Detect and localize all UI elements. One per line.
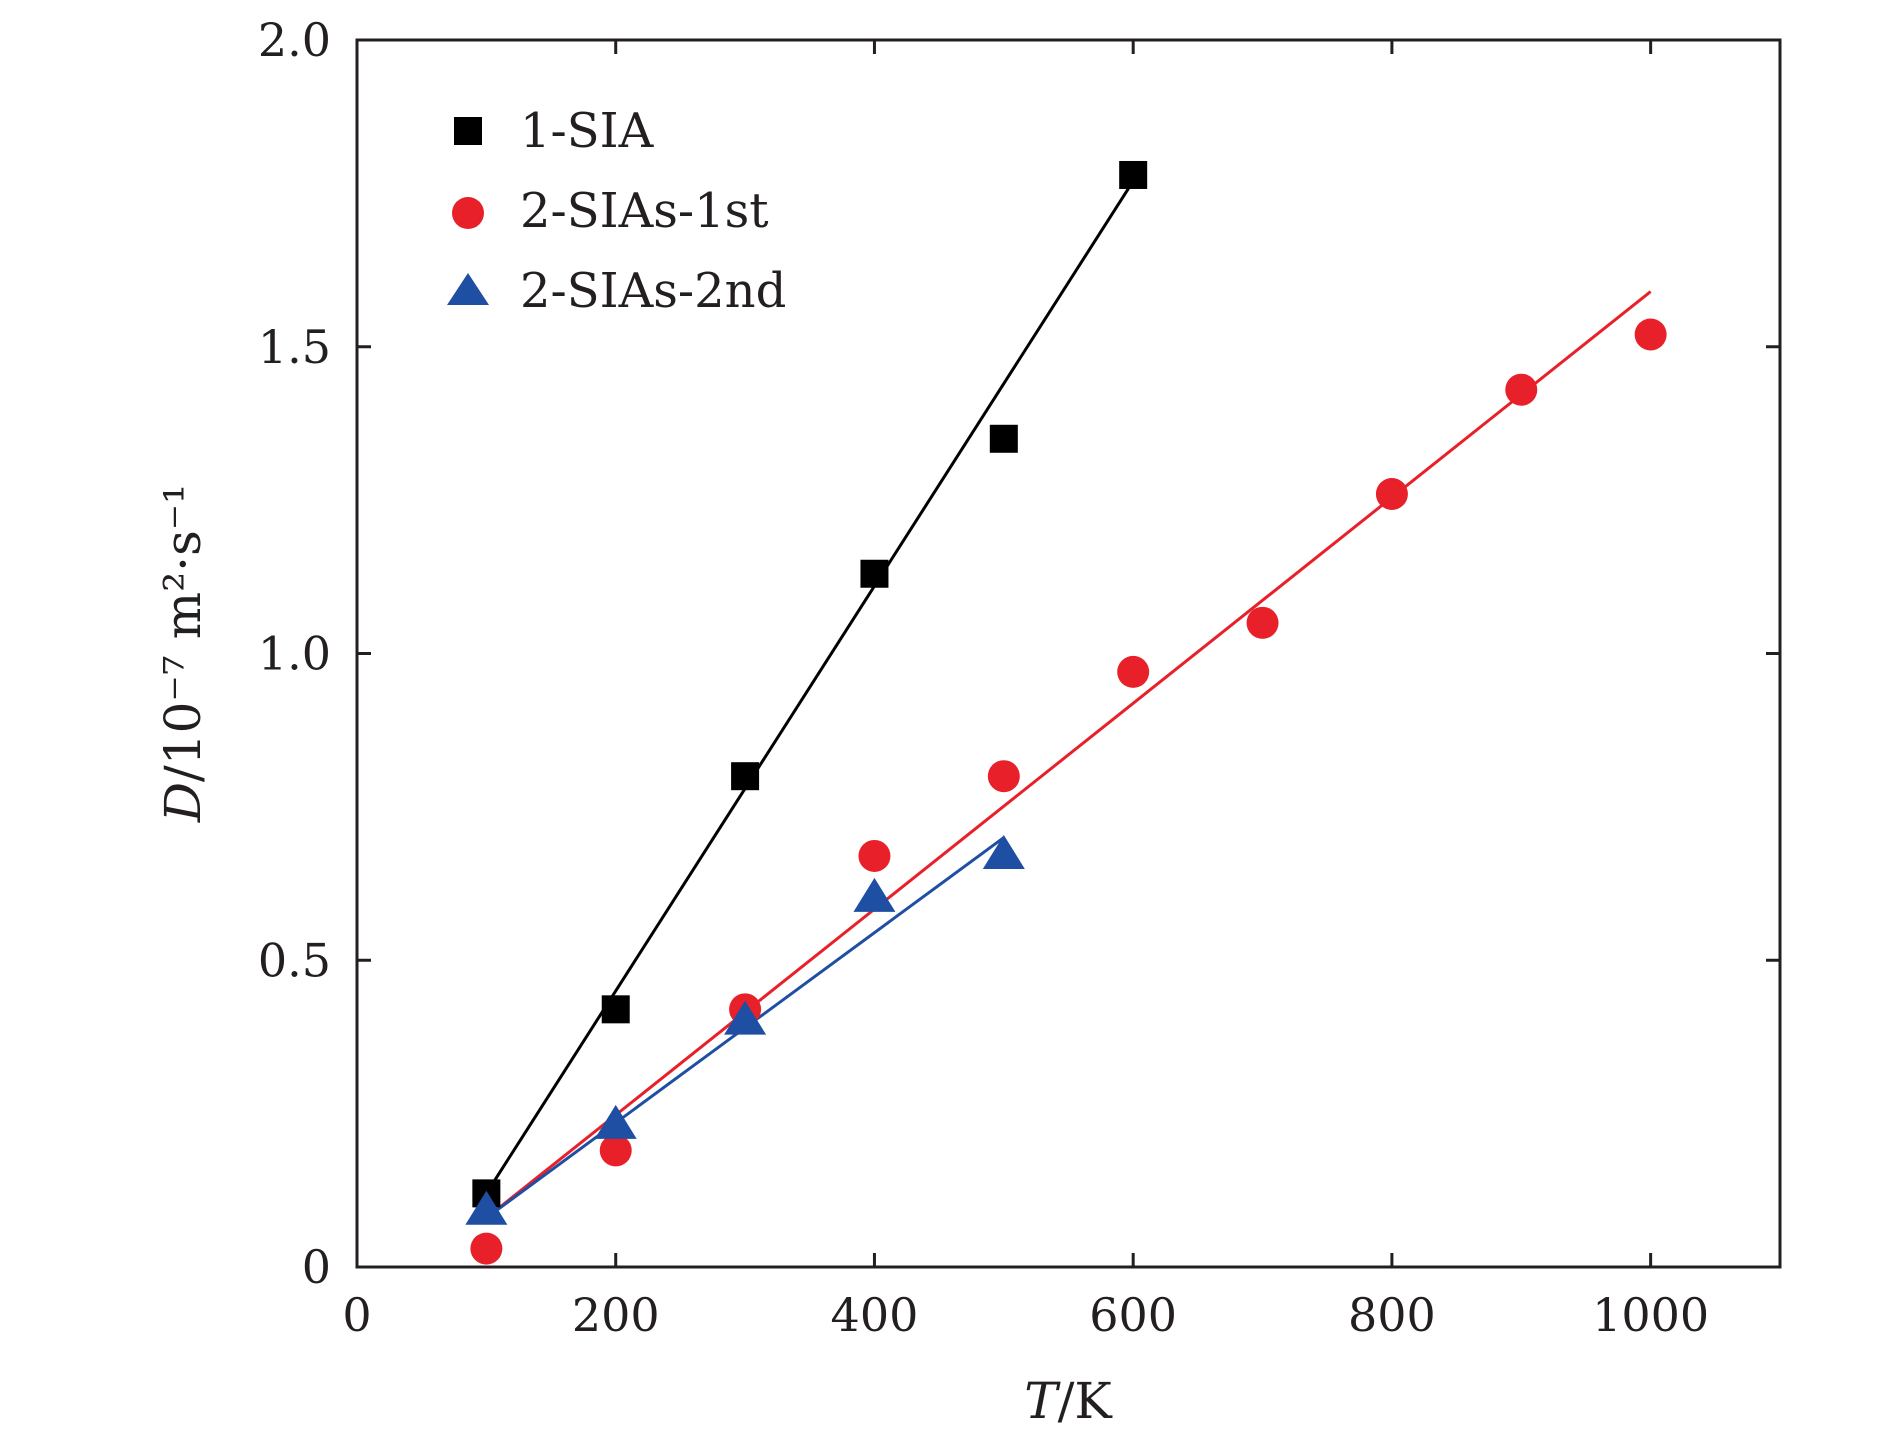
data-markers [465,160,1667,1265]
point-2-sias-1st-400 [858,839,891,872]
y-tick-label-0-5: 0.5 [258,933,331,987]
y-axis-label-unit: /10⁻⁷ m²·s⁻¹ [154,484,212,782]
fit-line-2-sias-1st [485,290,1652,1220]
point-1-sia-500 [989,424,1018,453]
point-2-sias-1st-500 [987,760,1020,793]
x-tick-label-800: 800 [1348,1288,1436,1342]
legend-label-2-sias-2nd: 2-SIAs-2nd [520,263,786,319]
point-2-sias-1st-700 [1246,606,1279,639]
y-axis-label: D/10⁻⁷ m²·s⁻¹ [154,484,212,823]
fit-line-1-sia [485,180,1135,1195]
x-tick-label-600: 600 [1089,1288,1177,1342]
y-tick-label-2: 2.0 [258,13,331,67]
point-2-sias-1st-1000 [1634,318,1667,351]
x-axis-label: T/K [1024,1372,1113,1430]
y-tick-label-1-5: 1.5 [258,320,331,374]
x-axis-label-unit: /K [1058,1372,1114,1430]
axis-ticks: 0 200 400 600 800 1000 0 0.5 1.0 1.5 2.0 [258,13,1780,1342]
point-2-sias-2nd-500 [982,834,1025,869]
point-2-sias-2nd-200 [594,1104,637,1139]
y-tick-label-1: 1.0 [258,627,331,681]
legend-label-1-sia: 1-SIA [520,103,655,159]
point-2-sias-2nd-100 [465,1190,508,1225]
fit-lines [485,180,1652,1220]
point-1-sia-200 [601,995,630,1024]
point-1-sia-300 [731,762,760,791]
x-tick-label-0: 0 [342,1288,371,1342]
legend-marker-1-sia [454,117,482,145]
point-2-sias-1st-100 [470,1232,503,1265]
point-2-sias-1st-800 [1375,477,1408,510]
legend-marker-2-sias-1st [452,197,484,229]
point-1-sia-600 [1119,160,1148,189]
point-2-sias-1st-200 [599,1134,632,1167]
point-2-sias-2nd-400 [853,877,896,912]
x-tick-label-1000: 1000 [1592,1288,1709,1342]
x-tick-label-400: 400 [831,1288,919,1342]
point-1-sia-400 [860,559,889,588]
x-tick-label-200: 200 [572,1288,660,1342]
y-tick-label-0: 0 [302,1240,331,1294]
point-2-sias-2nd-300 [724,1000,767,1035]
point-2-sias-1st-600 [1117,655,1150,688]
y-axis-label-var: D [154,782,212,823]
x-axis-label-var: T [1024,1372,1061,1430]
legend: 1-SIA 2-SIAs-1st 2-SIAs-2nd [447,103,786,319]
legend-marker-2-sias-2nd [447,273,489,305]
legend-label-2-sias-1st: 2-SIAs-1st [520,183,769,239]
point-2-sias-1st-900 [1505,373,1538,406]
